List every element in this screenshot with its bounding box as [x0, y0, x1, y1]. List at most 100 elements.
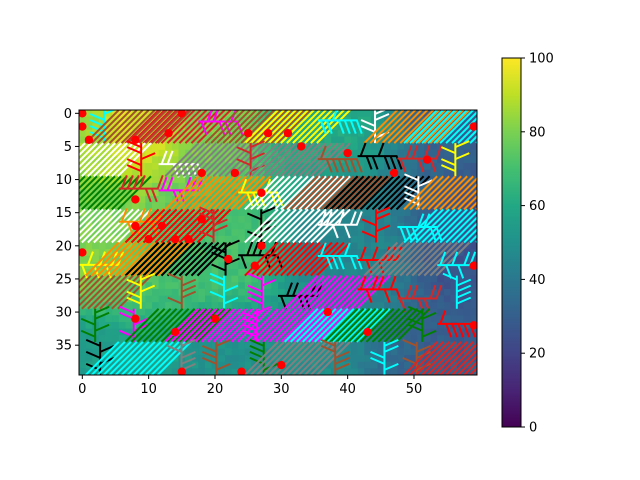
heatmap-cell [397, 348, 405, 356]
heatmap-cell [118, 322, 126, 330]
red-dot [131, 195, 140, 204]
branch-line [103, 110, 117, 115]
heatmap-cell [470, 176, 477, 184]
heatmap-cell [390, 235, 398, 243]
heatmap-cell [404, 249, 412, 257]
heatmap-cell [278, 315, 286, 323]
heatmap-cell [384, 242, 392, 250]
heatmap-cell [92, 182, 100, 190]
heatmap-cell [191, 361, 199, 369]
branch-line [343, 274, 379, 310]
plot-area [78, 109, 478, 376]
heatmap-cell [264, 209, 272, 217]
branch-line [323, 175, 359, 211]
branch-line [319, 308, 355, 343]
heatmap-cell [443, 341, 451, 349]
heatmap-cell [132, 110, 140, 118]
heatmap-cell [112, 123, 120, 131]
heatmap-cell [417, 249, 425, 257]
branch-line [307, 175, 343, 211]
heatmap-cell [105, 361, 113, 369]
branch-line [140, 152, 156, 161]
heatmap-cell [370, 163, 378, 171]
branch-line [399, 110, 435, 144]
branch-line [181, 290, 197, 299]
heatmap-cell [138, 189, 146, 197]
heatmap-cell [450, 196, 458, 204]
heatmap-cell [417, 202, 425, 210]
heatmap-cell [112, 143, 120, 151]
heatmap-cell [284, 182, 292, 190]
branch-line [304, 241, 339, 277]
heatmap-cell [404, 169, 412, 177]
branch-line [369, 110, 405, 144]
heatmap-cell [297, 209, 305, 217]
branch-line [435, 145, 443, 160]
y-tick-label: 30 [55, 306, 72, 321]
heatmap-cell [278, 348, 286, 356]
branch-line [204, 110, 239, 144]
branch-cluster [363, 110, 471, 144]
heatmap-cell [98, 242, 106, 250]
red-dot [323, 307, 332, 317]
branch-line [79, 175, 110, 208]
branch-line [463, 228, 477, 244]
branch-line [403, 341, 438, 375]
heatmap-cell [125, 255, 133, 263]
heatmap-cell [85, 202, 93, 210]
branch-line [316, 341, 351, 375]
branch-line [355, 120, 363, 134]
branch-line [334, 362, 350, 371]
heatmap-cell [344, 269, 352, 277]
heatmap-cell [377, 216, 385, 224]
heatmap-cell [125, 361, 133, 369]
heatmap-cell [125, 123, 133, 131]
branch-line [90, 241, 126, 277]
heatmap-cell [370, 242, 378, 250]
branch-line [454, 152, 470, 161]
heatmap-cell [417, 156, 425, 164]
heatmap-cell [404, 216, 412, 224]
branch-line [246, 110, 281, 144]
heatmap-cell [125, 355, 133, 363]
heatmap-cell [357, 361, 365, 369]
branch-line [79, 208, 92, 223]
heatmap-cell [79, 196, 87, 204]
heatmap-cell [304, 341, 312, 349]
heatmap-cell [457, 348, 465, 356]
heatmap-cell [138, 295, 146, 303]
heatmap-cell [284, 222, 292, 230]
heatmap-cell [384, 348, 392, 356]
heatmap-cell [118, 361, 126, 369]
heatmap-cell [271, 262, 279, 270]
heatmap-cell [244, 348, 252, 356]
heatmap-cell [158, 335, 166, 343]
branch-line [124, 308, 160, 343]
branch-line [355, 158, 363, 173]
heatmap-cell [404, 355, 412, 363]
branch-line [325, 211, 333, 226]
heatmap-cell [171, 222, 179, 230]
heatmap-cell [178, 182, 186, 190]
heatmap-cell [291, 249, 299, 257]
heatmap-cell [430, 288, 438, 296]
heatmap-cell [218, 176, 226, 184]
heatmap-cell [450, 169, 458, 177]
branch-line [320, 344, 336, 353]
heatmap-cell [364, 116, 372, 124]
heatmap-cell [297, 123, 305, 131]
heatmap-cell [344, 368, 352, 375]
heatmap-cell [470, 282, 477, 290]
heatmap-cell [437, 189, 445, 197]
red-dot [469, 122, 477, 131]
heatmap-cell [284, 355, 292, 363]
heatmap-cell [278, 249, 286, 257]
heatmap-cell [92, 196, 100, 204]
heatmap-cell [423, 229, 431, 237]
branch-line [463, 195, 477, 211]
heatmap-cell [238, 229, 246, 237]
heatmap-cell [397, 149, 405, 157]
branch-line [469, 201, 477, 211]
branch-line [150, 341, 186, 375]
y-tick-label: 0 [64, 107, 72, 122]
